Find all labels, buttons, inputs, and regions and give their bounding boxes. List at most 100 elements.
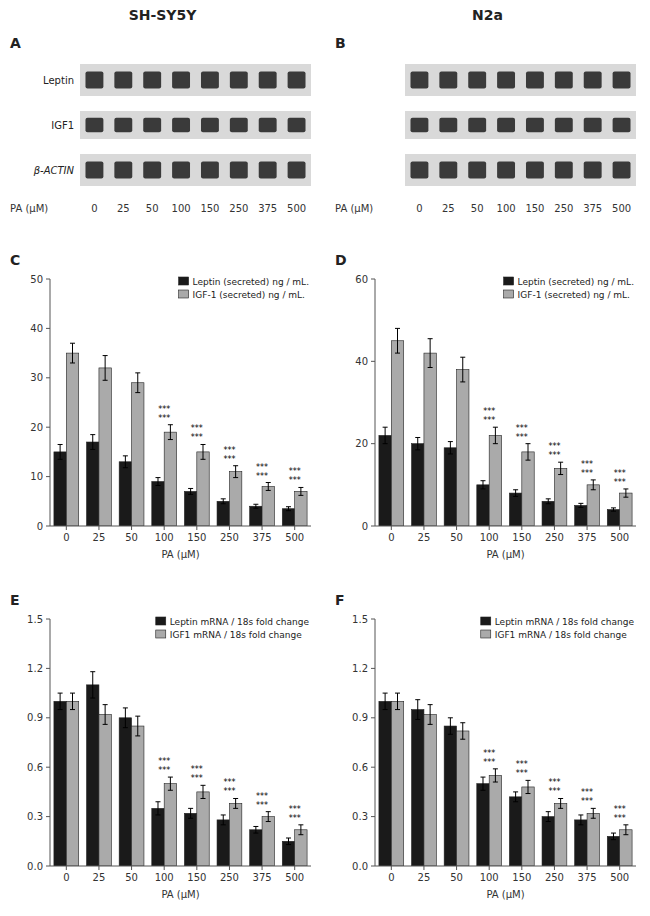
bar <box>391 701 403 866</box>
error-bar <box>526 444 531 460</box>
error-cap <box>135 735 140 736</box>
error-line <box>397 693 398 709</box>
error-line <box>203 444 204 459</box>
x-tick-label: 0 <box>388 532 394 543</box>
error-cap <box>298 824 303 825</box>
error-cap <box>383 709 388 710</box>
x-tick-label: 375 <box>253 532 272 543</box>
x-tick-label: 375 <box>578 532 597 543</box>
blot-band <box>497 118 515 132</box>
legend-swatch <box>156 630 166 638</box>
x-tick-label: 50 <box>450 872 463 883</box>
x-tick-label: 25 <box>93 872 106 883</box>
x-axis-label: PA (μM) <box>486 889 524 900</box>
blot-band <box>85 72 103 89</box>
error-cap <box>221 498 226 499</box>
significance: *** <box>581 788 593 797</box>
error-cap <box>460 357 465 358</box>
error-bar <box>266 483 271 491</box>
x-tick <box>489 866 490 870</box>
error-bar <box>611 508 616 511</box>
lane-label: 500 <box>612 203 631 214</box>
bar <box>87 442 99 526</box>
bar <box>184 813 196 866</box>
error-bar <box>221 499 226 504</box>
blot-panel: N2aB02550100150250375500PA (μM) <box>335 7 636 214</box>
error-cap <box>233 465 238 466</box>
x-tick <box>294 866 295 870</box>
y-tick <box>46 619 50 620</box>
significance: *** <box>581 797 593 806</box>
y-tick <box>371 866 375 867</box>
error-line <box>203 785 204 798</box>
error-bar <box>70 693 75 709</box>
error-cap <box>123 727 128 728</box>
error-cap <box>298 487 303 488</box>
bar <box>54 701 66 866</box>
x-tick-label: 25 <box>418 532 431 543</box>
x-tick-label: 500 <box>610 532 629 543</box>
panel-label: E <box>10 592 20 608</box>
y-tick <box>46 668 50 669</box>
bar-panel: D0204060******************************02… <box>335 252 636 560</box>
error-bar <box>103 356 108 381</box>
error-cap <box>558 808 563 809</box>
row-label: β-ACTIN <box>33 165 75 176</box>
error-line <box>462 723 463 739</box>
error-cap <box>558 798 563 799</box>
x-tick <box>391 866 392 870</box>
blot-band <box>114 118 132 132</box>
x-tick-label: 50 <box>125 872 138 883</box>
lane-label: 50 <box>471 203 484 214</box>
x-tick <box>456 866 457 870</box>
error-line <box>482 777 483 790</box>
x-tick-label: 250 <box>545 872 564 883</box>
error-cap <box>266 811 271 812</box>
error-cap <box>188 818 193 819</box>
error-line <box>223 815 224 825</box>
bar <box>217 501 229 526</box>
blot-band <box>439 162 457 179</box>
error-bar <box>155 478 160 486</box>
bar <box>282 841 294 866</box>
bar <box>119 718 131 866</box>
error-cap <box>415 699 420 700</box>
bar <box>489 435 501 526</box>
x-tick-label: 250 <box>545 532 564 543</box>
error-line <box>625 489 626 497</box>
error-cap <box>253 504 258 505</box>
error-cap <box>460 381 465 382</box>
error-bar <box>428 339 433 368</box>
error-bar <box>253 826 258 833</box>
bar <box>554 468 566 526</box>
bar <box>509 493 521 526</box>
x-tick <box>196 526 197 530</box>
error-cap <box>286 844 291 845</box>
error-cap <box>168 424 173 425</box>
error-line <box>105 705 106 725</box>
error-cap <box>201 459 206 460</box>
error-cap <box>578 503 583 504</box>
error-bar <box>591 808 596 818</box>
y-tick <box>371 717 375 718</box>
x-tick <box>423 866 424 870</box>
blot-band <box>143 72 161 89</box>
legend-label: Leptin (secreted) ng / mL. <box>193 277 309 287</box>
x-tick <box>262 526 263 530</box>
error-bar <box>395 693 400 709</box>
x-axis <box>375 526 636 527</box>
lane-label: 500 <box>287 203 306 214</box>
error-cap <box>70 343 75 344</box>
bar <box>295 830 307 866</box>
error-cap <box>135 372 140 373</box>
error-cap <box>123 707 128 708</box>
blot-band <box>468 118 486 132</box>
legend-label: Leptin (secreted) ng / mL. <box>518 277 634 287</box>
error-line <box>385 427 386 443</box>
error-bar <box>578 503 583 507</box>
x-tick-label: 375 <box>253 872 272 883</box>
error-line <box>235 466 236 478</box>
blot-band <box>230 118 248 132</box>
error-cap <box>546 503 551 504</box>
bar <box>132 383 144 526</box>
